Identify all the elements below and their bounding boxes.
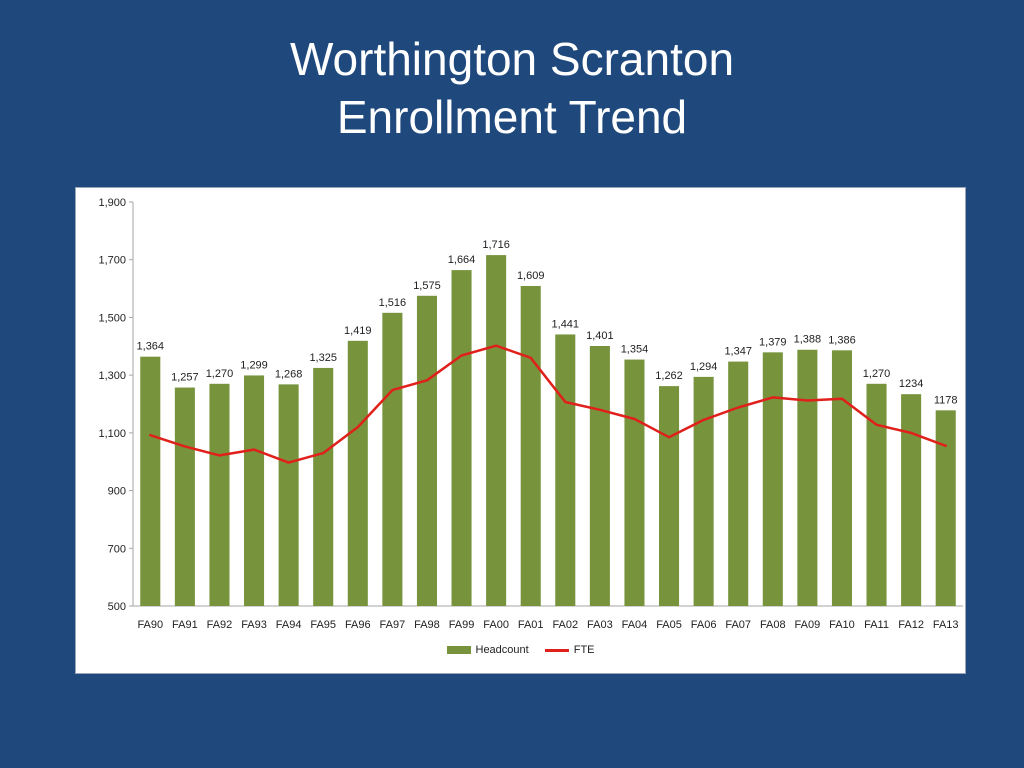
bar-headcount	[624, 359, 645, 606]
legend-label-fte: FTE	[573, 644, 595, 656]
bar-data-label: 1,386	[828, 334, 856, 346]
y-tick-label: 1,900	[98, 197, 126, 209]
bar-headcount	[797, 349, 818, 606]
title-line-2: Enrollment Trend	[336, 91, 688, 143]
x-tick-label: FA05	[656, 619, 682, 631]
bar-data-label: 1,262	[655, 370, 683, 382]
bar-headcount	[901, 394, 922, 606]
bar-headcount	[555, 334, 576, 606]
bar-data-label: 1,257	[171, 372, 199, 384]
x-tick-label: FA03	[587, 619, 613, 631]
y-tick-label: 1,700	[98, 255, 126, 267]
bar-data-label: 1178	[934, 394, 958, 406]
legend-swatch-headcount	[446, 646, 471, 654]
bar-headcount	[244, 375, 265, 606]
bar-data-label: 1,270	[206, 368, 234, 380]
bar-data-label: 1,716	[482, 239, 510, 251]
bar-headcount	[174, 387, 195, 606]
bar-headcount	[486, 255, 507, 606]
x-tick-label: FA12	[898, 619, 924, 631]
slide-title: Worthington Scranton Enrollment Trend	[0, 30, 1024, 146]
bar-headcount	[451, 270, 472, 606]
bar-data-label: 1,268	[275, 368, 303, 380]
x-tick-label: FA02	[552, 619, 578, 631]
x-tick-label: FA04	[622, 619, 648, 631]
bar-data-label: 1,419	[344, 325, 372, 337]
legend-item-fte: FTE	[544, 644, 595, 656]
bar-headcount	[728, 361, 749, 606]
x-tick-label: FA07	[725, 619, 751, 631]
bar-data-label: 1,347	[724, 346, 752, 358]
x-tick-label: FA06	[691, 619, 717, 631]
x-tick-label: FA08	[760, 619, 786, 631]
bar-headcount	[209, 383, 230, 606]
bar-data-label: 1,401	[586, 330, 614, 342]
x-tick-label: FA91	[172, 619, 198, 631]
bar-data-label: 1,609	[517, 270, 545, 282]
x-tick-label: FA10	[829, 619, 855, 631]
bar-data-label: 1,270	[863, 368, 891, 380]
chart-legend: Headcount FTE	[76, 644, 965, 656]
bar-data-label: 1,664	[448, 254, 476, 266]
bar-data-label: 1,441	[552, 318, 580, 330]
bar-data-label: 1,299	[240, 359, 268, 371]
enrollment-chart: 1,900 1,700 1,500 1,300 1,100 900 700 500 1,364 F…	[75, 187, 966, 674]
bar-headcount	[416, 295, 437, 606]
bar-data-label: 1,364	[137, 341, 165, 353]
bar-headcount	[313, 367, 334, 606]
y-tick-label: 700	[108, 543, 126, 555]
legend-item-headcount: Headcount	[446, 644, 529, 656]
bar-data-label: 1,294	[690, 361, 718, 373]
bar-headcount	[935, 410, 956, 606]
bar-headcount	[866, 383, 887, 606]
bar-headcount	[831, 350, 852, 606]
x-tick-label: FA11	[864, 619, 889, 631]
x-tick-label: FA94	[276, 619, 302, 631]
x-tick-label: FA96	[345, 619, 371, 631]
legend-swatch-fte	[544, 648, 569, 652]
x-tick-label: FA99	[449, 619, 475, 631]
x-tick-label: FA93	[241, 619, 267, 631]
bar-data-label: 1,325	[309, 352, 337, 364]
y-tick-label: 1,100	[98, 428, 126, 440]
bar-data-label: 1,379	[759, 336, 787, 348]
legend-label-headcount: Headcount	[475, 644, 529, 656]
x-tick-label: FA01	[518, 619, 544, 631]
x-tick-label: FA13	[933, 619, 959, 631]
bar-data-label: 1,575	[413, 280, 441, 292]
bar-data-label: 1,516	[379, 297, 407, 309]
line-fte	[149, 344, 947, 464]
bar-data-label: 1,388	[794, 334, 822, 346]
bar-headcount	[589, 345, 610, 606]
x-tick-label: FA92	[207, 619, 233, 631]
x-tick-label: FA95	[310, 619, 336, 631]
bar-data-label: 1234	[899, 378, 923, 390]
bar-headcount	[347, 340, 368, 606]
y-tick-label: 1,300	[98, 370, 126, 382]
bar-headcount	[278, 384, 299, 606]
bar-headcount	[382, 312, 403, 606]
y-tick-label: 900	[108, 486, 126, 498]
bar-headcount	[693, 376, 714, 606]
x-tick-label: FA90	[137, 619, 163, 631]
bar-headcount	[659, 386, 680, 606]
x-tick-label: FA00	[483, 619, 509, 631]
bar-headcount	[762, 352, 783, 606]
x-tick-label: FA98	[414, 619, 440, 631]
x-tick-label: FA97	[380, 619, 406, 631]
bar-headcount	[520, 285, 541, 606]
y-tick-label: 1,500	[98, 312, 126, 324]
bar-data-label: 1,354	[621, 344, 649, 356]
bar-headcount	[140, 356, 161, 606]
title-line-1: Worthington Scranton	[289, 33, 735, 85]
chart-plot: 1,900 1,700 1,500 1,300 1,100 900 700 500 1,364 F…	[98, 197, 963, 631]
x-tick-label: FA09	[795, 619, 821, 631]
y-tick-label: 500	[108, 601, 126, 613]
